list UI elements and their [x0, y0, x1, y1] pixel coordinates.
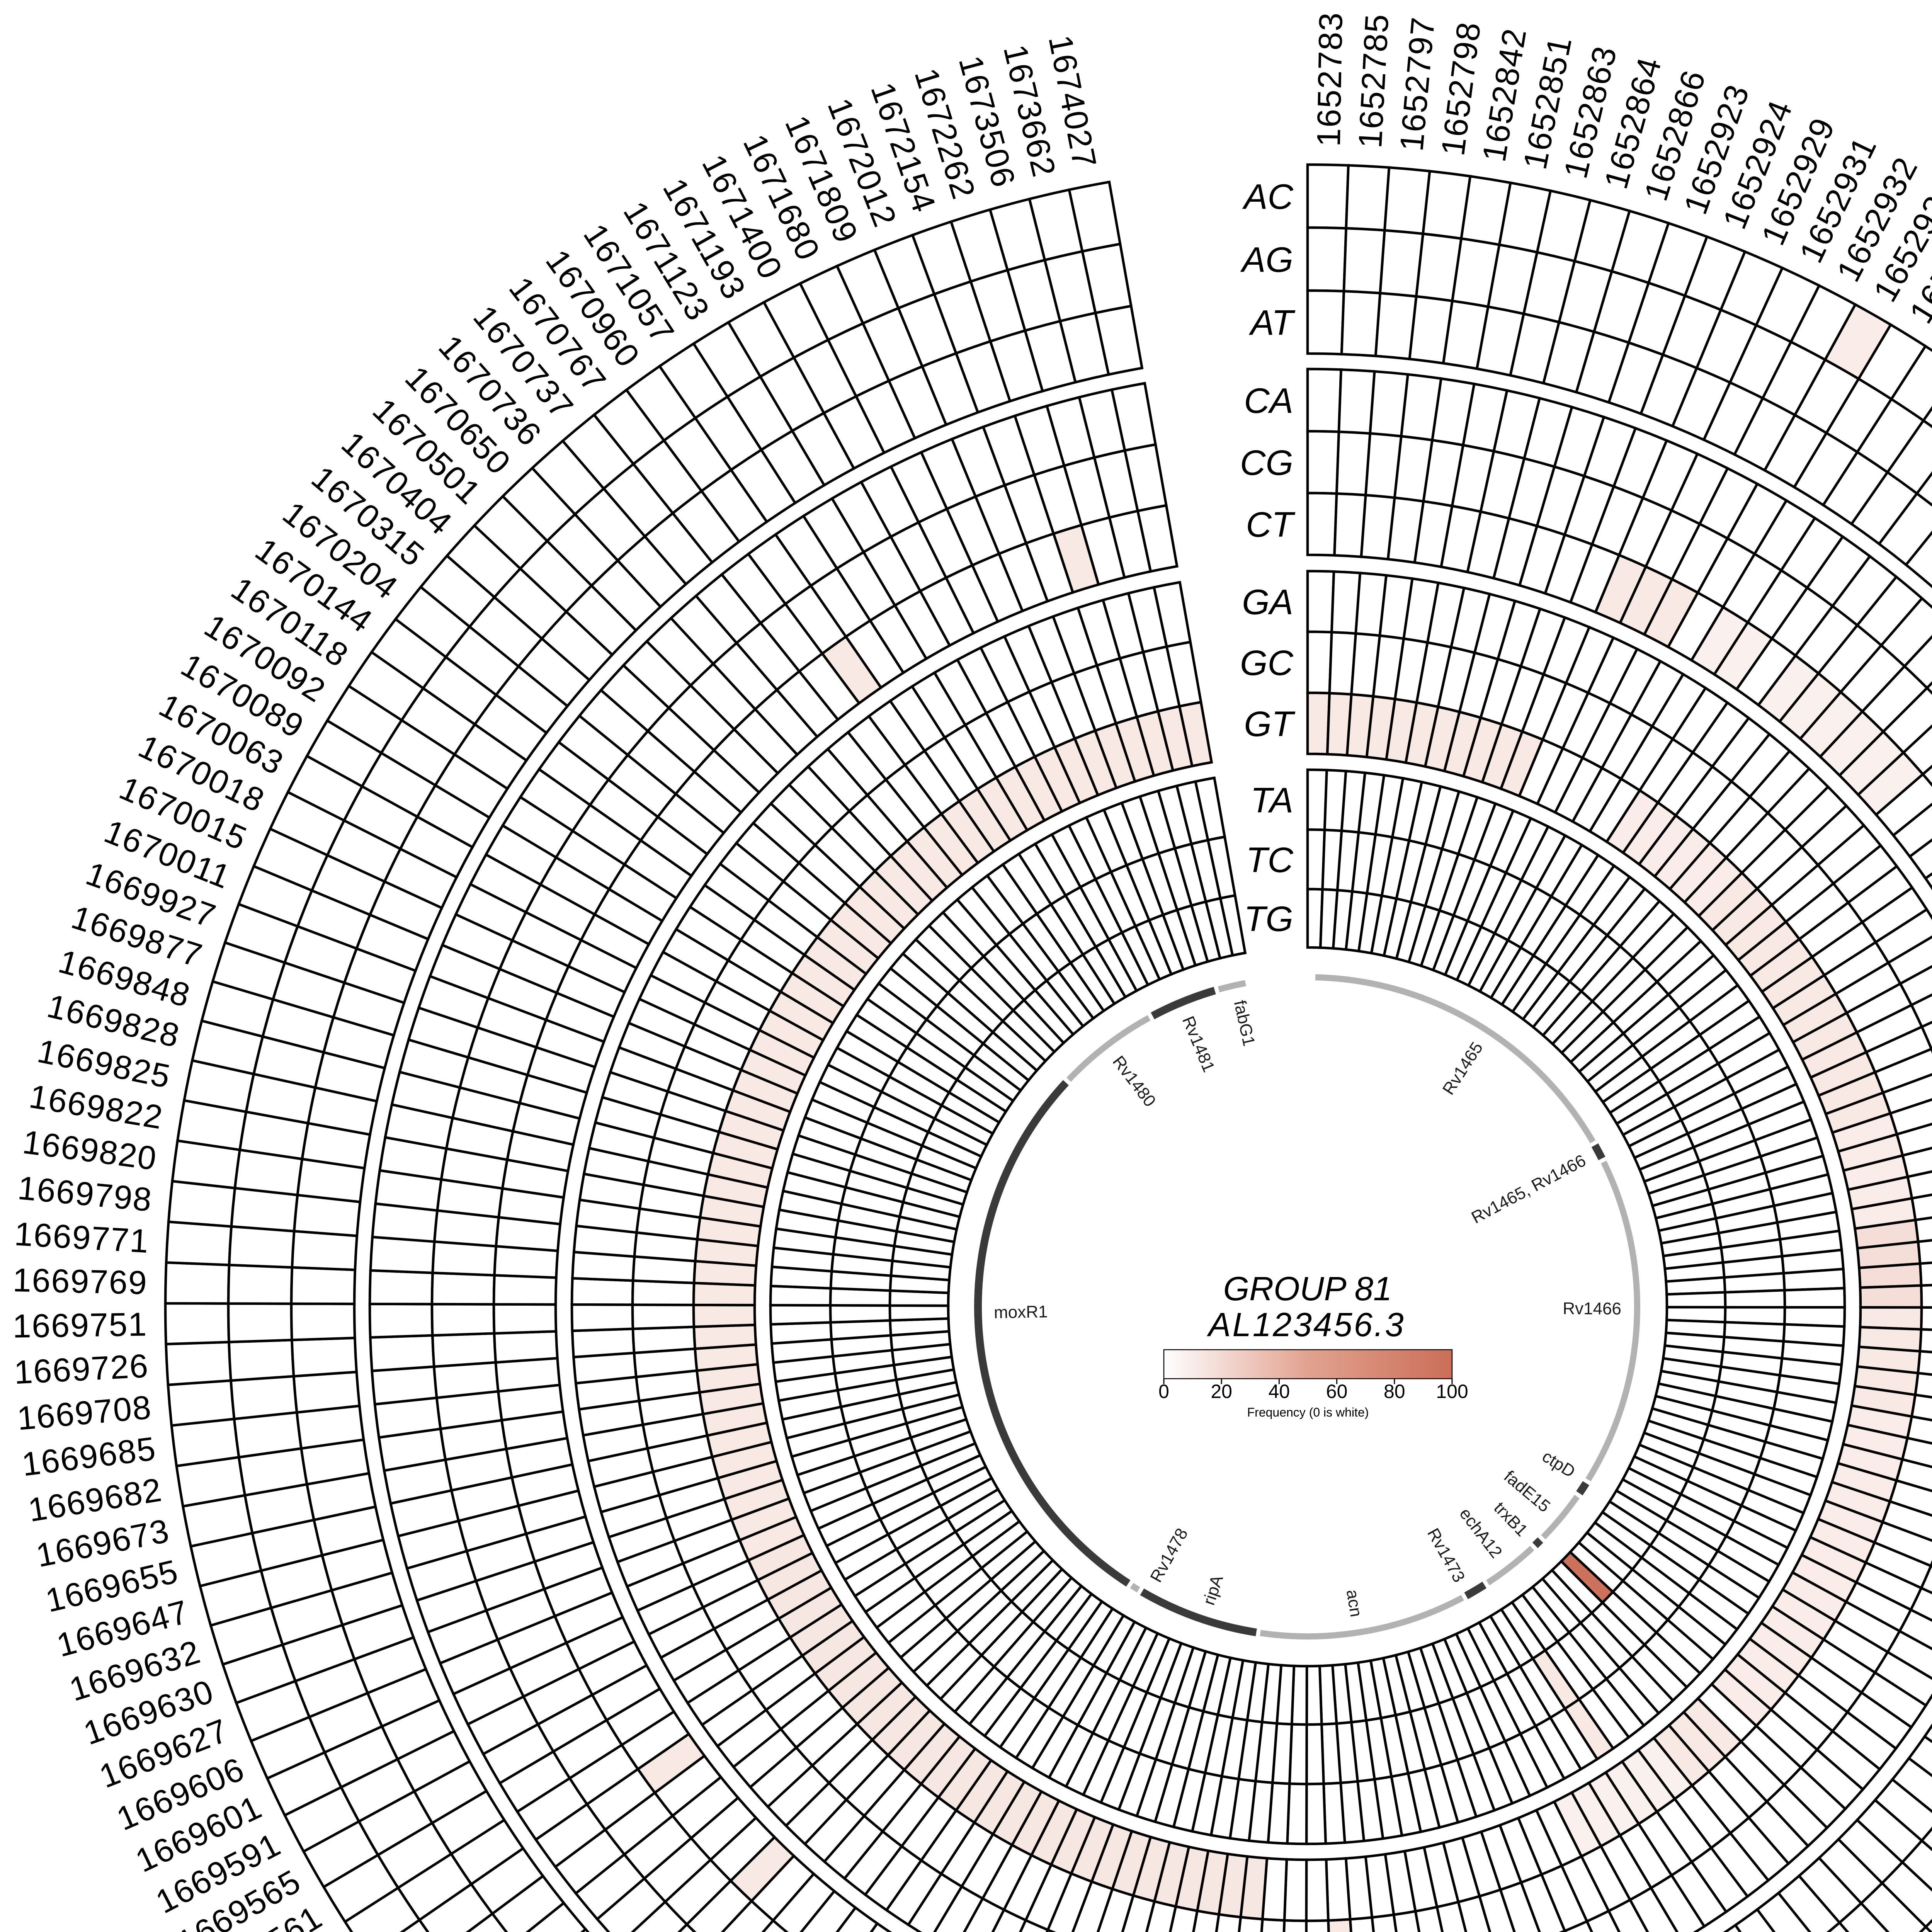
svg-text:1652783: 1652783 — [1310, 12, 1350, 147]
svg-text:TG: TG — [1244, 900, 1293, 939]
svg-text:1652785: 1652785 — [1352, 12, 1396, 149]
svg-text:60: 60 — [1326, 1381, 1348, 1402]
svg-text:TC: TC — [1246, 840, 1293, 880]
svg-text:acn: acn — [1343, 1588, 1366, 1618]
svg-text:20: 20 — [1211, 1381, 1232, 1402]
svg-text:GA: GA — [1242, 583, 1293, 622]
svg-text:TA: TA — [1250, 781, 1293, 820]
svg-text:AG: AG — [1240, 240, 1293, 280]
svg-text:1669771: 1669771 — [14, 1215, 150, 1260]
svg-text:Frequency (0 is white): Frequency (0 is white) — [1247, 1405, 1369, 1419]
svg-text:80: 80 — [1384, 1381, 1405, 1402]
svg-text:CA: CA — [1244, 381, 1293, 421]
svg-text:1669726: 1669726 — [13, 1347, 150, 1391]
svg-text:AT: AT — [1248, 303, 1296, 343]
svg-text:moxR1: moxR1 — [994, 1302, 1048, 1322]
svg-text:AC: AC — [1242, 177, 1293, 217]
svg-text:CG: CG — [1240, 443, 1293, 483]
svg-text:GT: GT — [1244, 704, 1296, 744]
svg-text:40: 40 — [1269, 1381, 1290, 1402]
svg-text:AL123456.3: AL123456.3 — [1206, 1306, 1405, 1344]
svg-text:0: 0 — [1158, 1381, 1169, 1402]
svg-text:1669751: 1669751 — [12, 1306, 148, 1345]
svg-text:Rv1466: Rv1466 — [1563, 1299, 1621, 1318]
svg-text:100: 100 — [1436, 1381, 1468, 1402]
svg-text:GC: GC — [1240, 643, 1294, 683]
svg-text:CT: CT — [1246, 505, 1295, 544]
svg-text:1669769: 1669769 — [12, 1262, 148, 1301]
svg-text:GROUP 81: GROUP 81 — [1223, 1270, 1392, 1308]
